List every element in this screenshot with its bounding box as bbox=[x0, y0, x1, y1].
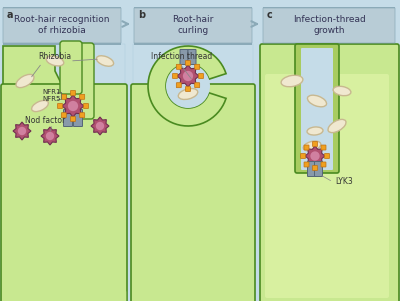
FancyBboxPatch shape bbox=[176, 83, 181, 88]
Text: NFR5: NFR5 bbox=[42, 96, 60, 102]
FancyBboxPatch shape bbox=[84, 104, 88, 108]
FancyBboxPatch shape bbox=[304, 145, 309, 150]
Text: c: c bbox=[267, 10, 273, 20]
FancyBboxPatch shape bbox=[195, 64, 200, 69]
Text: Infection thread: Infection thread bbox=[151, 52, 213, 61]
FancyBboxPatch shape bbox=[3, 7, 121, 45]
Ellipse shape bbox=[307, 127, 323, 135]
FancyBboxPatch shape bbox=[300, 154, 306, 159]
FancyBboxPatch shape bbox=[1, 84, 127, 301]
FancyBboxPatch shape bbox=[172, 73, 178, 79]
FancyBboxPatch shape bbox=[188, 49, 196, 64]
FancyBboxPatch shape bbox=[61, 113, 66, 118]
Ellipse shape bbox=[303, 141, 321, 151]
FancyBboxPatch shape bbox=[66, 43, 94, 119]
Polygon shape bbox=[13, 122, 31, 140]
Text: b: b bbox=[138, 10, 145, 20]
Text: Nod factor: Nod factor bbox=[25, 116, 65, 125]
Polygon shape bbox=[62, 95, 84, 117]
Circle shape bbox=[96, 122, 104, 130]
Ellipse shape bbox=[32, 101, 48, 112]
Circle shape bbox=[68, 101, 78, 111]
FancyBboxPatch shape bbox=[308, 162, 316, 176]
FancyBboxPatch shape bbox=[186, 61, 190, 66]
Text: Infection-thread
growth: Infection-thread growth bbox=[293, 15, 365, 35]
Ellipse shape bbox=[46, 56, 64, 66]
Text: NFR1: NFR1 bbox=[42, 89, 60, 95]
Ellipse shape bbox=[328, 119, 346, 133]
Ellipse shape bbox=[308, 95, 326, 107]
Ellipse shape bbox=[96, 56, 114, 66]
Polygon shape bbox=[91, 117, 109, 135]
FancyBboxPatch shape bbox=[260, 44, 399, 301]
FancyBboxPatch shape bbox=[60, 41, 82, 94]
FancyBboxPatch shape bbox=[80, 113, 85, 118]
FancyBboxPatch shape bbox=[263, 8, 395, 43]
Ellipse shape bbox=[333, 86, 351, 96]
FancyBboxPatch shape bbox=[314, 162, 322, 176]
FancyBboxPatch shape bbox=[321, 162, 326, 167]
Polygon shape bbox=[3, 291, 125, 301]
Text: Root-hair recognition
of rhizobia: Root-hair recognition of rhizobia bbox=[14, 15, 110, 35]
FancyBboxPatch shape bbox=[58, 104, 62, 108]
Polygon shape bbox=[177, 65, 199, 87]
Circle shape bbox=[166, 64, 210, 108]
FancyBboxPatch shape bbox=[263, 7, 395, 45]
Polygon shape bbox=[41, 127, 59, 145]
FancyBboxPatch shape bbox=[304, 162, 309, 167]
FancyBboxPatch shape bbox=[134, 8, 252, 43]
FancyBboxPatch shape bbox=[131, 84, 255, 301]
Ellipse shape bbox=[281, 75, 303, 87]
Text: Rhizobia: Rhizobia bbox=[38, 52, 72, 61]
FancyBboxPatch shape bbox=[180, 49, 188, 64]
FancyBboxPatch shape bbox=[295, 44, 339, 173]
FancyBboxPatch shape bbox=[312, 166, 318, 170]
FancyBboxPatch shape bbox=[265, 74, 389, 298]
Text: Root-hair
curling: Root-hair curling bbox=[172, 15, 214, 35]
FancyBboxPatch shape bbox=[74, 110, 82, 126]
Text: LYK3: LYK3 bbox=[335, 177, 353, 186]
FancyBboxPatch shape bbox=[195, 83, 200, 88]
Circle shape bbox=[46, 132, 54, 140]
FancyBboxPatch shape bbox=[70, 91, 76, 95]
FancyBboxPatch shape bbox=[321, 145, 326, 150]
FancyBboxPatch shape bbox=[198, 73, 204, 79]
FancyBboxPatch shape bbox=[70, 116, 76, 122]
FancyBboxPatch shape bbox=[312, 141, 318, 147]
Ellipse shape bbox=[16, 74, 34, 88]
FancyBboxPatch shape bbox=[61, 94, 66, 99]
Circle shape bbox=[18, 127, 26, 135]
FancyBboxPatch shape bbox=[3, 8, 121, 43]
Polygon shape bbox=[148, 46, 226, 126]
FancyBboxPatch shape bbox=[80, 94, 85, 99]
FancyBboxPatch shape bbox=[176, 64, 181, 69]
FancyBboxPatch shape bbox=[134, 7, 252, 45]
Circle shape bbox=[183, 71, 193, 81]
Circle shape bbox=[310, 151, 320, 161]
FancyBboxPatch shape bbox=[64, 110, 72, 126]
FancyBboxPatch shape bbox=[186, 86, 190, 92]
FancyBboxPatch shape bbox=[324, 154, 330, 159]
Text: a: a bbox=[7, 10, 14, 20]
Polygon shape bbox=[3, 46, 125, 301]
FancyBboxPatch shape bbox=[301, 48, 333, 170]
Polygon shape bbox=[305, 146, 325, 166]
Ellipse shape bbox=[178, 88, 198, 99]
